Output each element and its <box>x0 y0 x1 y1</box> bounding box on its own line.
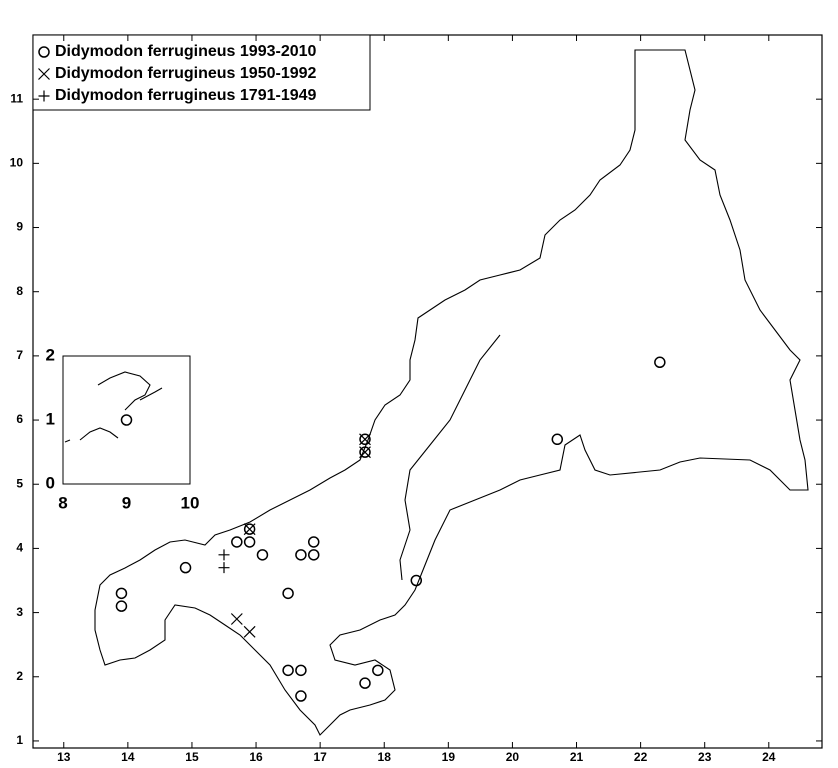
y-tick-label: 1 <box>46 409 55 428</box>
x-tick-label: 21 <box>570 750 584 764</box>
marker-plus <box>218 549 230 561</box>
marker-x <box>243 625 256 638</box>
y-tick-label: 1 <box>16 733 23 747</box>
y-tick-label: 10 <box>10 156 24 170</box>
inset-frame <box>62 355 191 485</box>
y-tick-label: 7 <box>16 348 23 362</box>
x-tick-label: 23 <box>698 750 712 764</box>
marker-circle <box>231 536 243 548</box>
x-tick-label: 10 <box>181 493 200 512</box>
legend-label: Didymodon ferrugineus 1950-1992 <box>55 65 317 82</box>
marker-x <box>359 446 371 459</box>
y-tick-label: 2 <box>16 669 23 683</box>
y-tick-label: 11 <box>10 91 23 105</box>
x-tick-label: 13 <box>57 750 71 764</box>
marker-circle <box>307 536 320 548</box>
marker-circle <box>295 549 307 561</box>
marker-circle <box>654 356 666 369</box>
vice-county-boundary <box>399 334 501 581</box>
marker-x <box>359 433 371 446</box>
marker-circle <box>551 433 564 446</box>
x-tick-label: 18 <box>378 750 392 764</box>
x-tick-label: 16 <box>249 750 263 764</box>
marker-circle <box>115 600 128 612</box>
x-tick-label: 19 <box>442 750 456 764</box>
x-tick-label: 20 <box>506 750 520 764</box>
legend-frame <box>32 34 371 111</box>
y-tick-label: 8 <box>16 284 23 298</box>
marker-circle <box>359 677 371 689</box>
legend-label: Didymodon ferrugineus 1791-1949 <box>55 87 317 104</box>
legend-label: Didymodon ferrugineus 1993-2010 <box>55 43 317 60</box>
x-tick-label: 15 <box>185 750 199 764</box>
y-tick-label: 6 <box>16 412 23 426</box>
x-tick-label: 17 <box>313 750 327 764</box>
x-tick-label: 8 <box>58 493 67 512</box>
y-tick-label: 5 <box>16 476 23 490</box>
marker-circle <box>307 549 320 561</box>
marker-x <box>38 68 50 80</box>
y-tick-label: 4 <box>16 541 23 555</box>
marker-circle <box>243 523 256 535</box>
marker-circle <box>115 587 128 600</box>
marker-circle <box>295 690 307 702</box>
y-tick-label: 3 <box>16 605 23 619</box>
inset-islands <box>64 371 163 443</box>
x-tick-label: 22 <box>634 750 648 764</box>
marker-x <box>230 613 243 625</box>
x-tick-label: 9 <box>122 493 131 512</box>
marker-plus <box>218 562 230 574</box>
x-tick-label: 14 <box>121 750 135 764</box>
y-tick-label: 9 <box>16 220 23 234</box>
marker-circle <box>410 574 423 587</box>
x-tick-label: 24 <box>762 750 776 764</box>
marker-circle <box>295 664 307 677</box>
marker-circle <box>179 561 192 574</box>
marker-circle <box>359 433 371 446</box>
marker-circle <box>243 536 256 548</box>
marker-circle <box>282 587 294 600</box>
coastline <box>94 49 809 736</box>
marker-x <box>243 523 256 536</box>
marker-plus <box>38 90 50 102</box>
marker-circle <box>120 414 133 426</box>
marker-circle <box>38 46 50 58</box>
marker-circle <box>372 664 384 677</box>
marker-circle <box>282 664 294 677</box>
plot-frame <box>32 34 823 749</box>
y-tick-label: 2 <box>46 345 55 364</box>
y-tick-label: 0 <box>46 473 55 492</box>
marker-circle <box>359 446 371 458</box>
marker-circle <box>256 549 269 561</box>
